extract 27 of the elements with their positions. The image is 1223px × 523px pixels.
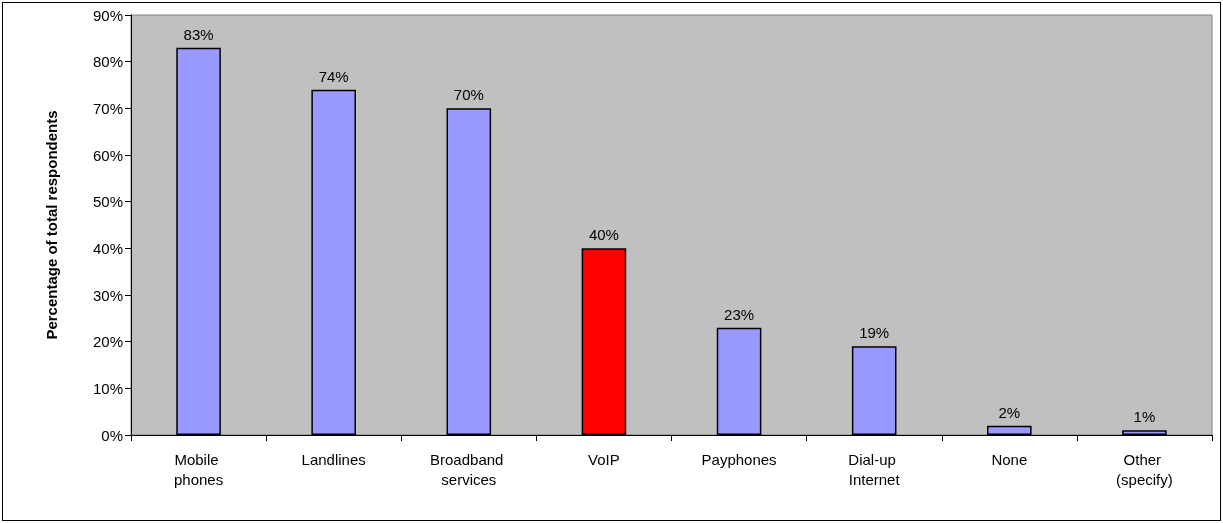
data-label: 74% (318, 67, 349, 85)
data-label: 2% (998, 403, 1021, 421)
x-tick-label: VoIP (588, 450, 620, 468)
y-tick-label: 70% (92, 99, 123, 117)
x-tick-label: None (991, 450, 1028, 468)
x-tick-label: Mobile phones (173, 450, 224, 488)
y-tick-label: 50% (92, 193, 123, 211)
data-label: 40% (588, 226, 619, 244)
y-axis-title: Percentage of total respondents (43, 110, 60, 340)
x-tick-label: Broadband services (430, 450, 508, 488)
x-tick-label: Payphones (701, 450, 777, 468)
y-tick-label: 80% (92, 53, 123, 71)
x-tick-label: Other (specify) (1116, 450, 1173, 488)
y-tick-label: 0% (101, 426, 123, 444)
data-label: 19% (859, 324, 890, 342)
data-label: 70% (453, 86, 484, 104)
x-tick-label: Dial-up Internet (848, 450, 901, 488)
y-tick-label: 10% (92, 379, 123, 397)
data-label: 23% (724, 305, 755, 323)
y-tick-label: 30% (92, 286, 123, 304)
y-tick-label: 60% (92, 146, 123, 164)
data-label: 83% (183, 25, 214, 43)
data-label: 1% (1133, 408, 1156, 426)
y-tick-label: 20% (92, 333, 123, 351)
y-tick-label: 90% (92, 6, 123, 24)
y-tick-label: 40% (92, 239, 123, 257)
x-tick-label: Landlines (301, 450, 366, 468)
